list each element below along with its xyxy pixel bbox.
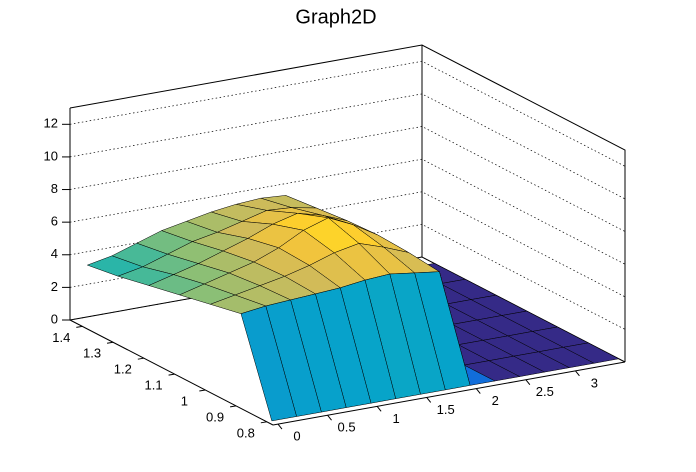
y-tick-label: 0.9: [206, 409, 224, 424]
x-tick-label: 0: [293, 429, 300, 444]
z-tick-label: 2: [51, 279, 58, 294]
x-tick: [475, 388, 481, 394]
x-tick-label: 2.5: [536, 384, 554, 399]
y-tick: [168, 373, 175, 376]
x-tick: [525, 379, 531, 386]
y-tick: [76, 325, 83, 328]
x-tick-label: 2: [492, 393, 499, 408]
y-tick: [230, 405, 237, 408]
surface-cell: [240, 305, 297, 422]
y-tick: [106, 341, 114, 344]
y-tick-label: 1.1: [145, 378, 163, 393]
x-tick-label: 0.5: [337, 420, 355, 435]
x-tick-label: 1.5: [437, 402, 455, 417]
z-tick-label: 0: [51, 311, 58, 326]
z-tick-label: 10: [44, 148, 58, 163]
y-tick: [199, 389, 206, 392]
x-tick: [575, 370, 580, 377]
x-tick: [426, 397, 432, 403]
x-tick: [277, 423, 283, 430]
x-tick-label: 1: [392, 411, 399, 426]
y-axis: [69, 319, 274, 426]
z-tick-label: 4: [51, 246, 58, 261]
z-tick-label: 6: [51, 214, 58, 229]
x-tick: [327, 414, 332, 421]
y-tick-label: 0.8: [237, 425, 255, 440]
x-axis: [272, 361, 626, 426]
y-tick-label: 1.3: [83, 346, 101, 361]
y-tick: [137, 357, 144, 360]
box-edge: [69, 44, 626, 362]
x-tick: [376, 406, 382, 412]
chart-title: Graph2D: [295, 6, 376, 28]
x-tick-label: 3: [591, 375, 598, 390]
y-tick-label: 1.4: [52, 330, 70, 345]
z-tick-label: 8: [51, 181, 58, 196]
y-tick-label: 1.2: [114, 362, 132, 377]
z-tick-label: 12: [44, 116, 58, 131]
y-tick-label: 1: [181, 393, 188, 408]
y-tick: [260, 421, 267, 424]
